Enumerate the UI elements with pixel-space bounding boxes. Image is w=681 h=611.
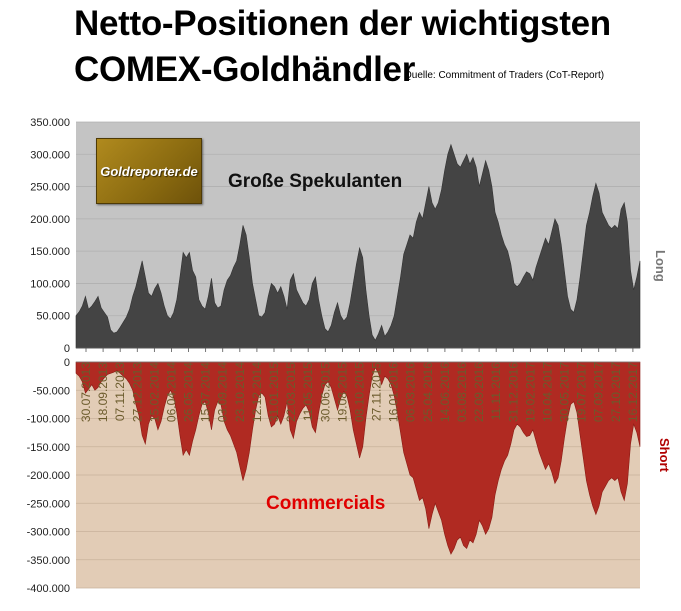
lower-y-tick-label: 0 <box>64 357 70 369</box>
x-tick-label: 11.11.2016 <box>489 362 503 421</box>
chart-title-line1: Netto-Positionen der wichtigsten <box>74 4 611 43</box>
x-tick-label: 27.12.2013 <box>130 362 144 422</box>
lower-y-tick-label: -200.000 <box>27 470 70 482</box>
x-tick-label: 12.12.2014 <box>250 362 264 422</box>
x-tick-label: 06.03.2016 <box>404 362 418 422</box>
x-tick-label: 16.12.2017 <box>626 362 640 422</box>
x-tick-label: 07.11.2013 <box>113 362 127 421</box>
x-tick-label: 16.01.2016 <box>387 362 401 422</box>
x-tick-label: 30.05.2017 <box>558 362 572 422</box>
x-tick-label: 19.08.2015 <box>335 362 349 422</box>
lower-y-tick-label: -150.000 <box>27 442 70 454</box>
x-axis-ticks: 30.07.2013 18.09.2013 07.11.2013 27.12.2013… <box>79 348 640 422</box>
series-area-commercials <box>75 361 641 555</box>
series-label-grosse-spekulanten: Große Spekulanten <box>228 171 403 192</box>
lower-y-tick-label: -350.000 <box>27 555 70 567</box>
side-label-long: Long <box>653 250 668 282</box>
x-tick-label: 30.07.2013 <box>79 362 93 422</box>
series-area-grosse-spekulanten <box>75 143 641 349</box>
x-tick-label: 23.10.2014 <box>233 362 247 422</box>
x-tick-label: 07.09.2017 <box>592 362 606 422</box>
logo-text: Goldreporter.de <box>100 163 198 179</box>
x-tick-label: 08.10.2015 <box>352 362 366 422</box>
upper-y-axis-ticks: 0 50.000 100.000 150.000 200.000 250.000 300.0… <box>30 117 70 355</box>
x-tick-label: 19.02.2017 <box>523 362 537 422</box>
x-tick-label: 15.07.2014 <box>199 362 213 422</box>
lower-y-tick-label: -250.000 <box>27 498 70 510</box>
x-tick-label: 27.10.2017 <box>609 362 623 422</box>
x-tick-label: 22.09.2016 <box>472 362 486 422</box>
chart-title-line2: COMEX-Goldhändler <box>74 50 416 89</box>
lower-y-axis-ticks: 0 -50.000 -100.000 -150.000 -200.000 -250.000… <box>27 357 70 595</box>
x-tick-label: 03.09.2014 <box>216 362 230 422</box>
upper-y-tick-label: 0 <box>64 343 70 355</box>
upper-y-tick-label: 100.000 <box>30 278 70 290</box>
x-tick-label: 15.02.2014 <box>147 362 161 422</box>
x-tick-label: 25.04.2016 <box>421 362 435 422</box>
source-note: Quelle: Commitment of Traders (CoT-Repor… <box>404 70 605 81</box>
x-tick-label: 06.04.2014 <box>164 362 178 422</box>
side-label-short: Short <box>657 438 672 472</box>
x-tick-label: 19.07.2017 <box>575 362 589 422</box>
x-tick-label: 26.05.2014 <box>182 362 196 422</box>
series-label-commercials: Commercials <box>266 493 386 514</box>
upper-y-tick-label: 250.000 <box>30 182 70 194</box>
upper-y-tick-label: 150.000 <box>30 246 70 258</box>
upper-y-tick-label: 50.000 <box>36 311 70 323</box>
upper-y-tick-label: 200.000 <box>30 214 70 226</box>
x-tick-label: 18.09.2013 <box>96 362 110 422</box>
lower-y-tick-label: -100.000 <box>27 414 70 426</box>
x-tick-label: 31.12.2016 <box>506 362 520 422</box>
x-tick-label: 22.03.2015 <box>284 362 298 422</box>
x-tick-label: 31.01.2015 <box>267 362 281 422</box>
x-tick-label: 27.11.2015 <box>370 362 384 421</box>
x-tick-label: 14.06.2016 <box>438 362 452 422</box>
x-tick-label: 10.04.2017 <box>540 362 554 422</box>
x-tick-label: 30.06.2015 <box>318 362 332 422</box>
lower-y-tick-label: -50.000 <box>33 385 70 397</box>
x-tick-label: 03.08.2016 <box>455 362 469 422</box>
x-tick-label: 11.05.2015 <box>301 362 315 421</box>
upper-y-tick-label: 300.000 <box>30 149 70 161</box>
goldreporter-logo: Goldreporter.de <box>96 138 202 204</box>
lower-y-tick-label: -400.000 <box>27 583 70 595</box>
lower-y-tick-label: -300.000 <box>27 527 70 539</box>
upper-y-tick-label: 350.000 <box>30 117 70 129</box>
